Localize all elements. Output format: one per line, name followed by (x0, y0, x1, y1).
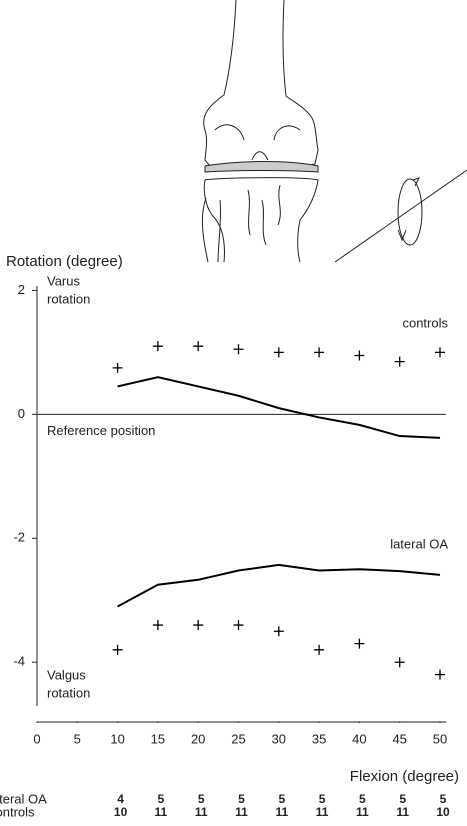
point-marker (234, 344, 244, 354)
x-tick-label: 50 (433, 731, 447, 746)
series-label: lateral OA (390, 536, 448, 551)
y-axis-title: Rotation (degree) (6, 253, 123, 270)
point-marker (314, 347, 324, 357)
upper-label: Varus (47, 273, 80, 288)
x-tick-label: 45 (392, 731, 406, 746)
n-cell: 5 (278, 792, 285, 806)
upper-label: rotation (47, 291, 90, 306)
x-tick-label: 20 (191, 731, 205, 746)
n-cell: 11 (396, 805, 409, 819)
point-marker (274, 347, 284, 357)
x-tick-label: 25 (231, 731, 245, 746)
x-tick-label: 35 (312, 731, 326, 746)
point-marker (193, 620, 203, 630)
x-tick-label: 5 (74, 731, 81, 746)
lower-label: Valgus (47, 667, 86, 682)
reference-label: Reference position (47, 423, 155, 438)
n-cell: 11 (195, 805, 208, 819)
page: Rotation (degree) -4-2020510152025303540… (0, 0, 467, 826)
n-cell: 4 (117, 792, 124, 806)
n-cell: 5 (158, 792, 165, 806)
n-cell: 11 (155, 805, 168, 819)
n-cell: 11 (235, 805, 248, 819)
point-marker (113, 363, 123, 373)
n-cell: 10 (114, 805, 128, 819)
n-cell: 11 (316, 805, 329, 819)
x-tick-label: 10 (110, 731, 124, 746)
x-axis-title: Flexion (degree) (350, 768, 459, 785)
lower-label: rotation (47, 685, 90, 700)
x-tick-label: 0 (33, 731, 40, 746)
x-tick-label: 40 (352, 731, 366, 746)
y-tick-label: 2 (18, 282, 25, 297)
point-marker (354, 350, 364, 360)
y-tick-label: -4 (13, 654, 25, 669)
n-cell: 5 (198, 792, 205, 806)
point-marker (314, 645, 324, 655)
point-marker (395, 657, 405, 667)
n-cell: 10 (436, 805, 450, 819)
point-marker (435, 670, 445, 680)
n-cell: 11 (356, 805, 369, 819)
point-marker (113, 645, 123, 655)
point-marker (354, 639, 364, 649)
n-cell: 5 (399, 792, 406, 806)
x-tick-label: 30 (272, 731, 286, 746)
point-marker (435, 347, 445, 357)
n-cell: 5 (440, 792, 447, 806)
point-marker (153, 620, 163, 630)
n-row-label: controls (0, 804, 35, 819)
n-cell: 11 (275, 805, 288, 819)
point-marker (193, 341, 203, 351)
n-cell: 5 (238, 792, 245, 806)
series-line (118, 565, 440, 607)
point-marker (234, 620, 244, 630)
n-cell: 5 (319, 792, 326, 806)
point-marker (153, 341, 163, 351)
y-tick-label: 0 (18, 406, 25, 421)
point-marker (395, 357, 405, 367)
series-label: controls (402, 316, 448, 331)
point-marker (274, 626, 284, 636)
x-tick-label: 15 (151, 731, 165, 746)
y-tick-label: -2 (13, 530, 25, 545)
series-line (118, 377, 440, 438)
knee-illustration (202, 0, 467, 262)
chart: Rotation (degree) -4-2020510152025303540… (0, 0, 467, 826)
n-cell: 5 (359, 792, 366, 806)
